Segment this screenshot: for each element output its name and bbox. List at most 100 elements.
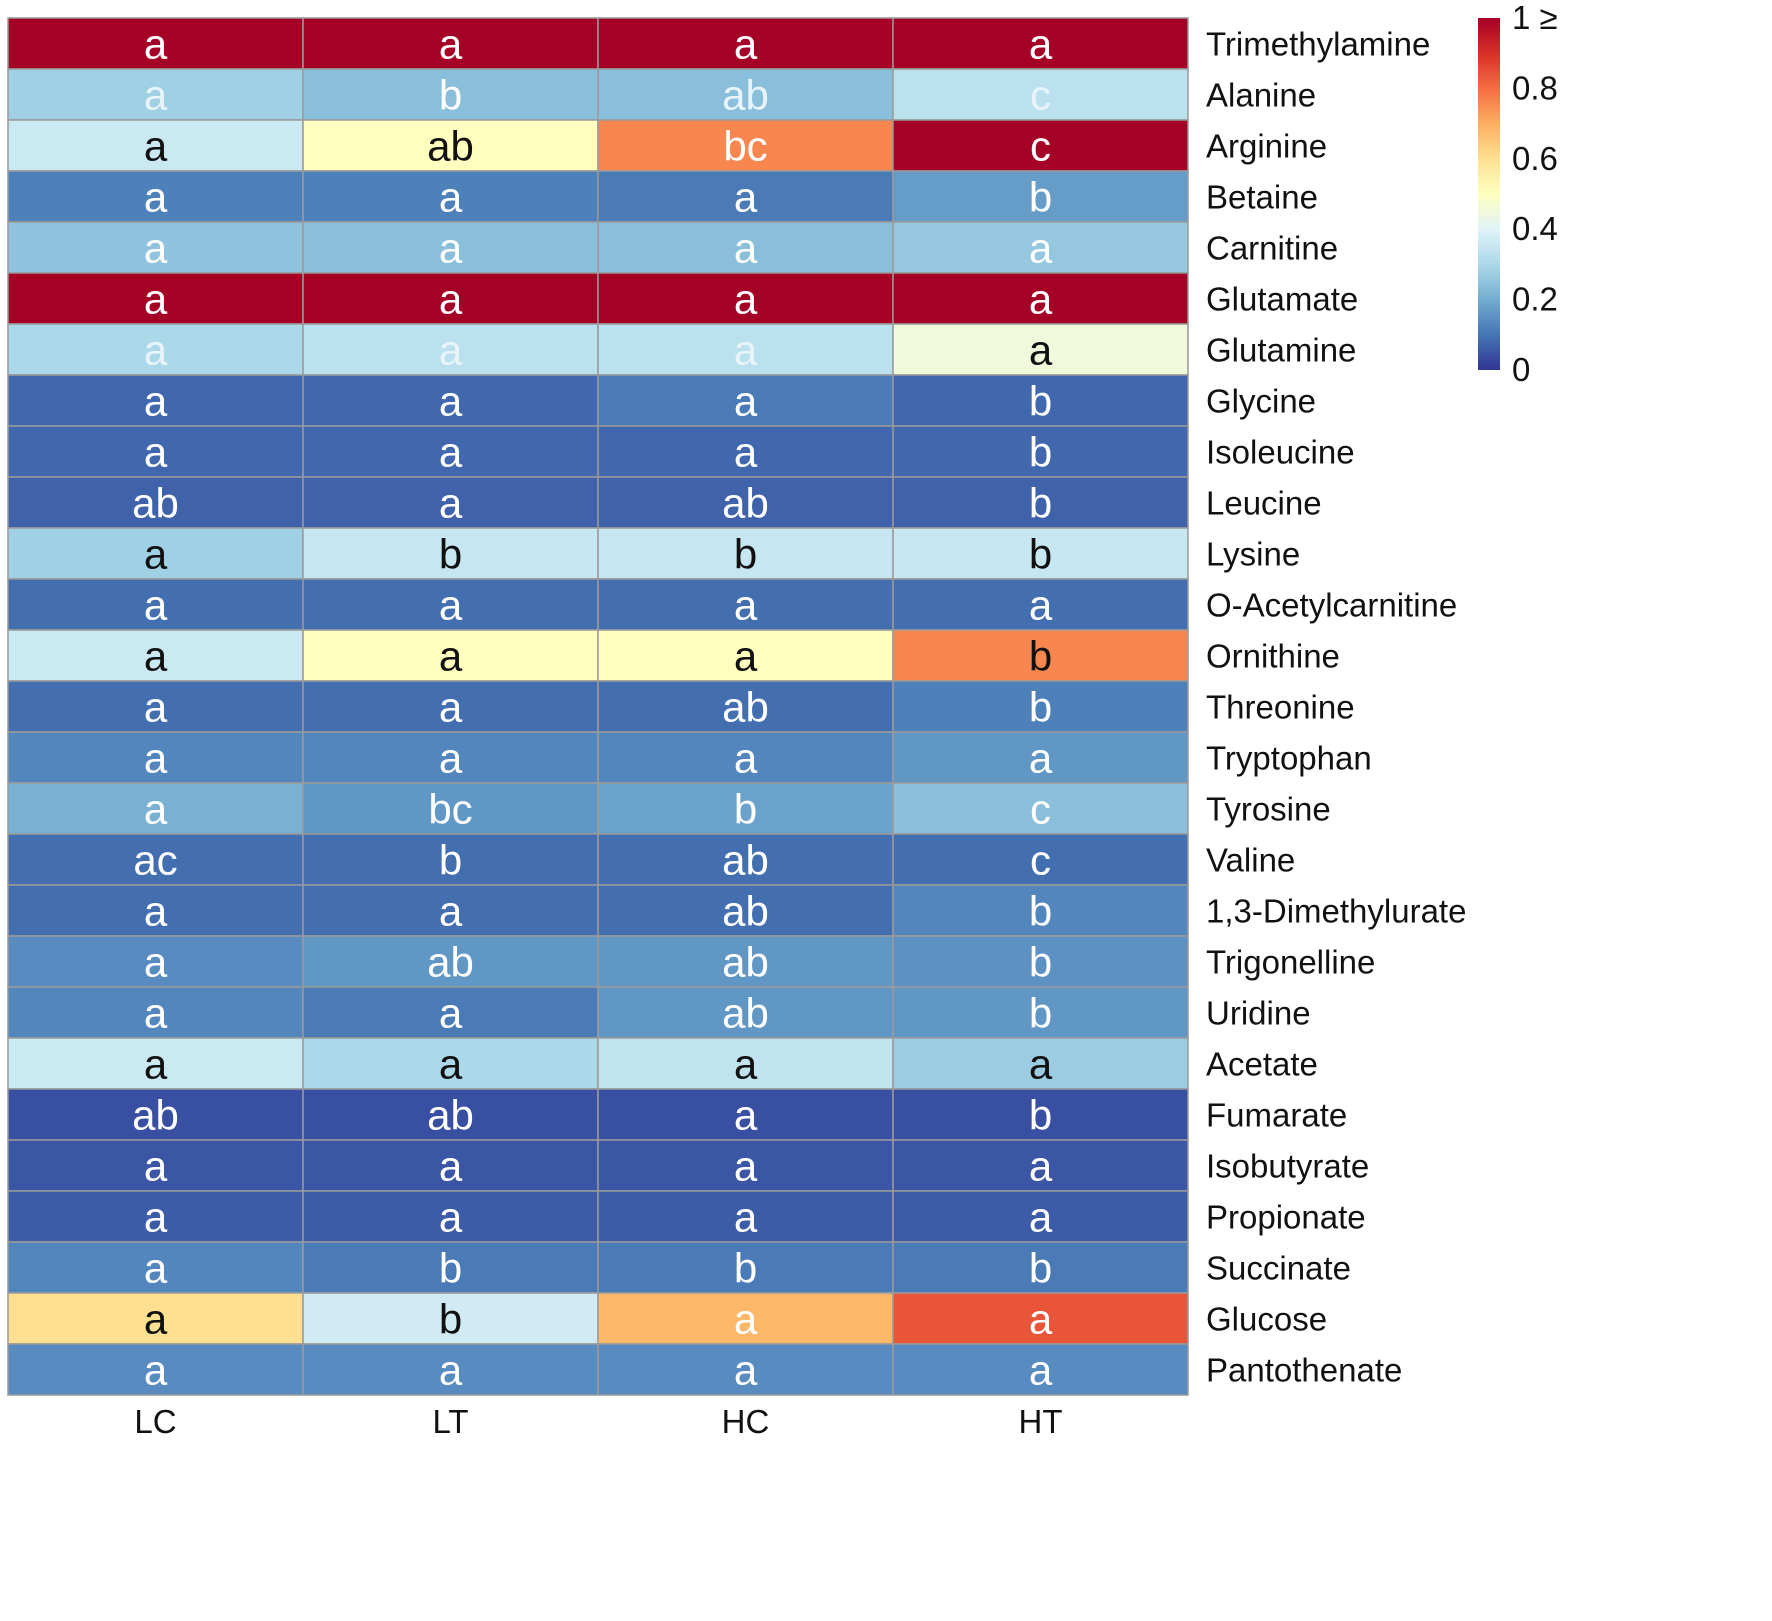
cell-o-acetylcarnitine-lt: [302, 578, 599, 631]
cell-letter-isoleucine-ht: b: [1029, 429, 1052, 476]
cell-acetate-lc: [7, 1037, 304, 1090]
cell-letter-betaine-ht: b: [1029, 174, 1052, 221]
cell-letter-glycine-lc: a: [144, 378, 168, 425]
cell-letter-glucose-lt: b: [439, 1296, 462, 1343]
row-label-glutamine: Glutamine: [1206, 332, 1356, 369]
cell-letter-tryptophan-lc: a: [144, 735, 168, 782]
cell-letter-trigonelline-ht: b: [1029, 939, 1052, 986]
cell-o-acetylcarnitine-hc: [597, 578, 894, 631]
row-label-valine: Valine: [1206, 842, 1295, 879]
cell-isobutyrate-hc: [597, 1139, 894, 1192]
cell-letter-threonine-hc: ab: [722, 684, 769, 731]
cell-glycine-hc: [597, 374, 894, 427]
cell-fumarate-hc: [597, 1088, 894, 1141]
cell-letter-glucose-ht: a: [1029, 1296, 1053, 1343]
row-label-ornithine: Ornithine: [1206, 638, 1340, 675]
legend-tick-label: 0.6: [1512, 140, 1558, 177]
cell-letter-tryptophan-ht: a: [1029, 735, 1053, 782]
cell-propionate-ht: [892, 1190, 1189, 1243]
cell-valine-hc: [597, 833, 894, 886]
cell-letter-leucine-hc: ab: [722, 480, 769, 527]
cell-glutamate-lt: [302, 272, 599, 325]
cell-letter-o-acetylcarnitine-hc: a: [734, 582, 758, 629]
cell-letter-threonine-lc: a: [144, 684, 168, 731]
cell-glutamate-ht: [892, 272, 1189, 325]
cell-leucine-lc: [7, 476, 304, 529]
cell-trigonelline-lt: [302, 935, 599, 988]
cell-letter-tyrosine-hc: b: [734, 786, 757, 833]
cell-uridine-lc: [7, 986, 304, 1039]
cell-glutamate-lc: [7, 272, 304, 325]
cell-letter-ornithine-ht: b: [1029, 633, 1052, 680]
cell-1-3-dimethylurate-lt: [302, 884, 599, 937]
cell-letter-alanine-ht: c: [1030, 72, 1051, 119]
cell-letter-succinate-lt: b: [439, 1245, 462, 1292]
cell-letter-arginine-lt: ab: [427, 123, 474, 170]
cell-glycine-lc: [7, 374, 304, 427]
cell-letter-alanine-hc: ab: [722, 72, 769, 119]
cell-1-3-dimethylurate-ht: [892, 884, 1189, 937]
cell-leucine-hc: [597, 476, 894, 529]
cell-letter-propionate-lc: a: [144, 1194, 168, 1241]
cell-letter-trimethylamine-ht: a: [1029, 21, 1053, 68]
cell-glucose-lt: [302, 1292, 599, 1345]
cell-letter-succinate-ht: b: [1029, 1245, 1052, 1292]
cell-letter-fumarate-hc: a: [734, 1092, 758, 1139]
column-label-ht: HT: [1019, 1403, 1063, 1440]
cell-letter-ornithine-hc: a: [734, 633, 758, 680]
cell-letter-glycine-lt: a: [439, 378, 463, 425]
legend-top-label: 1 ≥: [1512, 0, 1558, 36]
cell-letter-glucose-hc: a: [734, 1296, 758, 1343]
cell-letter-acetate-lt: a: [439, 1041, 463, 1088]
cell-letter-threonine-ht: b: [1029, 684, 1052, 731]
cell-acetate-hc: [597, 1037, 894, 1090]
cell-letter-isobutyrate-hc: a: [734, 1143, 758, 1190]
cell-letter-betaine-lt: a: [439, 174, 463, 221]
cell-letter-trigonelline-lt: ab: [427, 939, 474, 986]
cell-letter-pantothenate-lt: a: [439, 1347, 463, 1394]
cell-letter-glutamine-ht: a: [1029, 327, 1053, 374]
cell-letter-carnitine-ht: a: [1029, 225, 1053, 272]
cell-letter-valine-ht: c: [1030, 837, 1051, 884]
cell-letter-lysine-lt: b: [439, 531, 462, 578]
cell-threonine-hc: [597, 680, 894, 733]
cell-fumarate-ht: [892, 1088, 1189, 1141]
cell-letter-acetate-hc: a: [734, 1041, 758, 1088]
row-label-trigonelline: Trigonelline: [1206, 944, 1375, 981]
cell-letter-glutamate-lc: a: [144, 276, 168, 323]
cell-letter-threonine-lt: a: [439, 684, 463, 731]
cell-letter-glutamine-hc: a: [734, 327, 758, 374]
cell-acetate-lt: [302, 1037, 599, 1090]
cell-trimethylamine-hc: [597, 17, 894, 70]
cell-letter-pantothenate-hc: a: [734, 1347, 758, 1394]
cell-ornithine-hc: [597, 629, 894, 682]
cell-trigonelline-hc: [597, 935, 894, 988]
cell-succinate-lc: [7, 1241, 304, 1294]
cell-letter-glycine-ht: b: [1029, 378, 1052, 425]
cell-letter-betaine-hc: a: [734, 174, 758, 221]
cell-letter-glutamate-ht: a: [1029, 276, 1053, 323]
cell-alanine-lt: [302, 68, 599, 121]
cell-letter-isobutyrate-ht: a: [1029, 1143, 1053, 1190]
row-label-alanine: Alanine: [1206, 77, 1316, 114]
row-label-pantothenate: Pantothenate: [1206, 1352, 1402, 1389]
cell-tyrosine-lc: [7, 782, 304, 835]
cell-letter-tryptophan-hc: a: [734, 735, 758, 782]
cell-letter-pantothenate-lc: a: [144, 1347, 168, 1394]
cell-uridine-lt: [302, 986, 599, 1039]
cell-letter-fumarate-ht: b: [1029, 1092, 1052, 1139]
cell-trigonelline-ht: [892, 935, 1189, 988]
row-label-fumarate: Fumarate: [1206, 1097, 1347, 1134]
cell-letter-succinate-hc: b: [734, 1245, 757, 1292]
cell-isoleucine-ht: [892, 425, 1189, 478]
cell-pantothenate-ht: [892, 1343, 1189, 1396]
cell-letter-glutamate-hc: a: [734, 276, 758, 323]
cell-acetate-ht: [892, 1037, 1189, 1090]
cell-carnitine-ht: [892, 221, 1189, 274]
cell-tryptophan-hc: [597, 731, 894, 784]
cell-letter-o-acetylcarnitine-lc: a: [144, 582, 168, 629]
legend-tick-label: 0.4: [1512, 210, 1558, 247]
legend-tick-label: 0: [1512, 351, 1530, 388]
cell-pantothenate-lc: [7, 1343, 304, 1396]
cell-valine-lt: [302, 833, 599, 886]
